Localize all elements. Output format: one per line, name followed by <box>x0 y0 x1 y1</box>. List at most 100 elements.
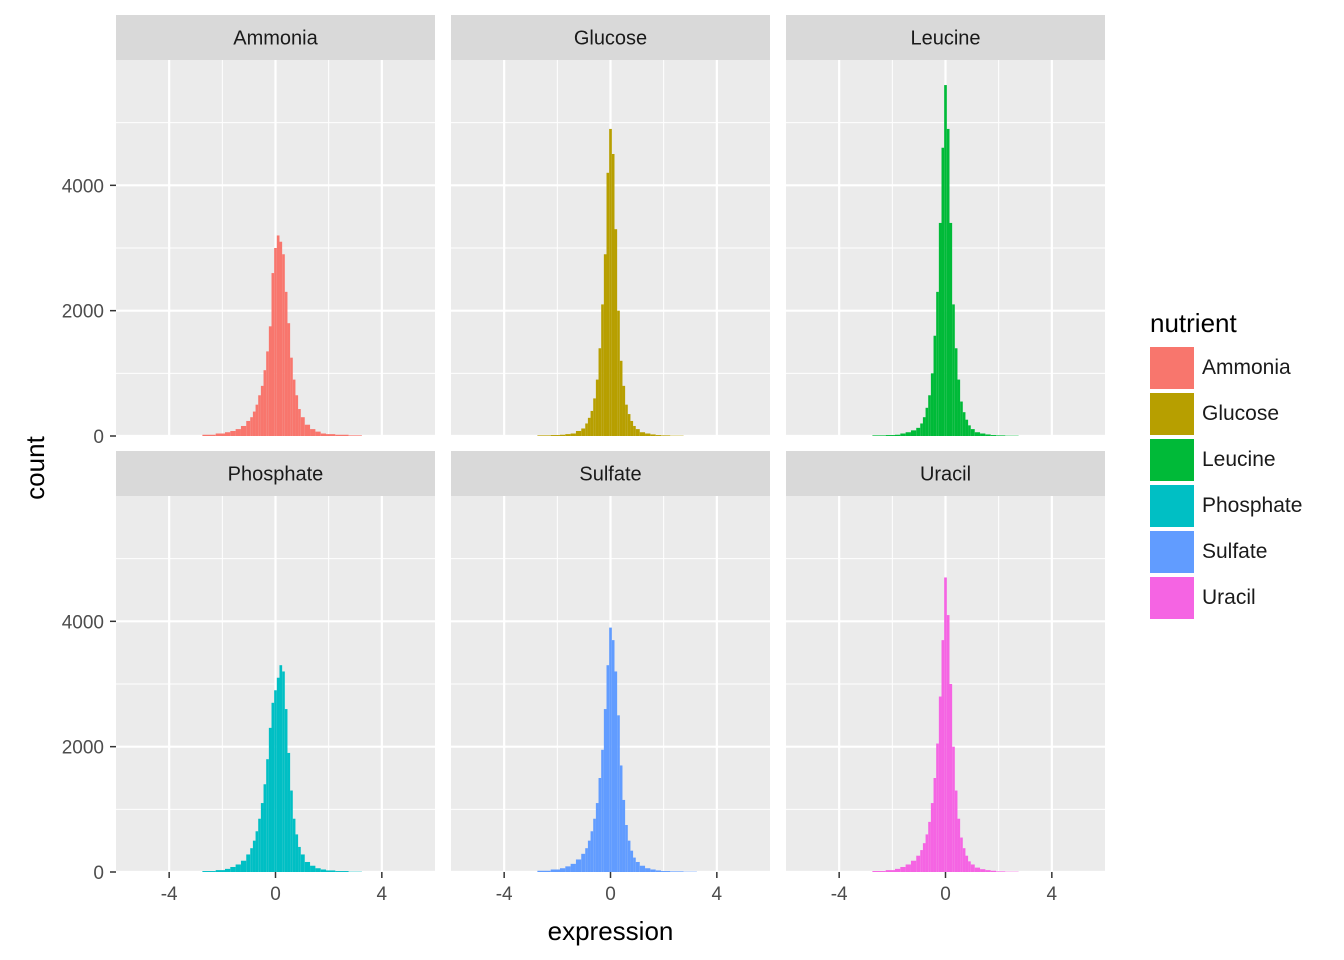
bar-uracil-14 <box>928 821 931 872</box>
bar-sulfate-4 <box>537 870 551 872</box>
facet-label-ammonia: Ammonia <box>233 28 318 50</box>
bar-leucine-7 <box>900 433 906 436</box>
legend-label-sulfate: Sulfate <box>1202 540 1268 563</box>
legend-label-uracil: Uracil <box>1202 586 1256 609</box>
bar-uracil-28 <box>965 855 969 872</box>
bar-phosphate-32 <box>310 865 316 872</box>
bar-phosphate-29 <box>298 846 301 872</box>
x-tick-label-sulfate-2: 4 <box>712 884 723 905</box>
bar-glucose-21 <box>611 154 615 436</box>
facet-strip-leucine <box>786 15 1105 60</box>
bar-leucine-32 <box>980 433 986 436</box>
facet-label-glucose: Glucose <box>574 28 647 50</box>
x-axis-title: expression <box>548 916 674 946</box>
facet-strip-sulfate <box>451 451 770 496</box>
bar-sulfate-32 <box>645 868 651 872</box>
facet-strip-glucose <box>451 15 770 60</box>
legend-title: nutrient <box>1150 308 1237 338</box>
x-tick-label-sulfate-1: 0 <box>605 884 616 905</box>
bar-phosphate-25 <box>287 752 291 872</box>
bar-ammonia-25 <box>287 323 291 436</box>
bar-uracil-23 <box>952 746 955 872</box>
bar-sulfate-5 <box>550 869 560 872</box>
bar-ammonia-18 <box>268 326 272 436</box>
bar-uracil-31 <box>974 867 981 872</box>
bar-phosphate-9 <box>240 860 247 872</box>
legend-label-ammonia: Ammonia <box>1202 356 1291 379</box>
bar-phosphate-4 <box>202 871 216 872</box>
bar-sulfate-28 <box>630 850 634 872</box>
bar-ammonia-23 <box>282 254 285 436</box>
bar-sulfate-19 <box>606 665 610 872</box>
bar-uracil-33 <box>985 870 991 872</box>
bar-uracil-20 <box>944 577 947 872</box>
bar-phosphate-12 <box>252 840 256 872</box>
bar-uracil-34 <box>990 870 997 872</box>
legend-item-uracil: Uracil <box>1150 575 1302 621</box>
bar-uracil-5 <box>885 870 895 872</box>
bar-glucose-13 <box>590 410 594 436</box>
bar-uracil-4 <box>872 871 886 872</box>
bar-sulfate-27 <box>627 840 631 872</box>
bar-sulfate-16 <box>598 778 602 872</box>
legend-swatch-glucose <box>1150 393 1194 435</box>
bar-phosphate-7 <box>230 866 236 872</box>
bar-leucine-10 <box>916 427 921 436</box>
bar-uracil-21 <box>946 615 950 872</box>
bar-phosphate-8 <box>235 864 241 872</box>
bar-sulfate-23 <box>617 715 620 872</box>
bar-glucose-11 <box>585 423 588 436</box>
bar-sulfate-10 <box>581 853 586 872</box>
bar-uracil-30 <box>970 864 975 872</box>
bar-sulfate-8 <box>570 863 576 872</box>
bar-glucose-12 <box>587 417 591 436</box>
bar-phosphate-23 <box>282 671 285 872</box>
bar-phosphate-17 <box>266 759 269 872</box>
bar-uracil-35 <box>996 871 1006 872</box>
x-tick-label-uracil-1: 0 <box>940 884 951 905</box>
y-tick-label-phosphate-2: 4000 <box>62 612 104 633</box>
facet-label-sulfate: Sulfate <box>579 464 641 486</box>
bar-ammonia-12 <box>252 411 256 436</box>
bar-uracil-9 <box>910 860 917 872</box>
bar-sulfate-36 <box>670 871 684 872</box>
bar-sulfate-7 <box>565 866 571 872</box>
bar-leucine-15 <box>930 373 934 436</box>
y-axis-title: count <box>20 435 50 499</box>
bar-glucose-18 <box>603 254 607 436</box>
bar-ammonia-4 <box>202 434 216 436</box>
bar-glucose-4 <box>537 435 551 436</box>
bar-glucose-8 <box>570 433 576 436</box>
bar-sulfate-6 <box>559 868 566 872</box>
bar-phosphate-20 <box>274 690 277 872</box>
bar-ammonia-29 <box>298 409 301 436</box>
bar-sulfate-33 <box>650 869 656 872</box>
bar-phosphate-22 <box>279 665 283 872</box>
bar-uracil-12 <box>922 843 926 872</box>
bar-leucine-35 <box>996 435 1006 436</box>
bar-glucose-20 <box>609 128 612 436</box>
facet-label-leucine: Leucine <box>910 28 980 50</box>
legend-swatch-sulfate <box>1150 531 1194 573</box>
bar-leucine-21 <box>946 128 950 436</box>
bar-sulfate-29 <box>633 857 636 872</box>
bar-sulfate-14 <box>593 818 596 872</box>
bar-leucine-16 <box>933 335 937 436</box>
bar-uracil-10 <box>916 855 921 872</box>
bar-glucose-27 <box>627 414 631 436</box>
y-tick-label-ammonia-1: 2000 <box>62 302 104 323</box>
bar-leucine-13 <box>925 407 929 436</box>
bar-uracil-24 <box>954 790 958 872</box>
bar-glucose-14 <box>593 398 596 436</box>
bar-glucose-19 <box>606 172 610 437</box>
bar-ammonia-26 <box>290 357 293 436</box>
bar-sulfate-31 <box>639 865 646 872</box>
x-tick-label-uracil-2: 4 <box>1047 884 1058 905</box>
bar-leucine-20 <box>944 85 947 437</box>
bar-phosphate-11 <box>250 848 253 872</box>
legend-label-glucose: Glucose <box>1202 402 1280 425</box>
bar-sulfate-12 <box>587 840 591 872</box>
bar-leucine-5 <box>885 435 895 436</box>
legend-swatch-phosphate <box>1150 485 1194 527</box>
y-tick-label-ammonia-0: 0 <box>93 427 104 448</box>
